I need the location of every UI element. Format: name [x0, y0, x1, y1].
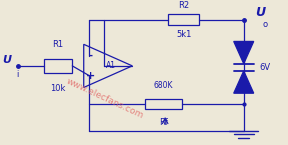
Text: 680K: 680K	[154, 81, 173, 90]
Text: -: -	[89, 51, 93, 61]
Polygon shape	[234, 71, 254, 93]
Text: U: U	[255, 6, 265, 19]
Text: R2: R2	[178, 1, 189, 10]
Text: A1: A1	[106, 61, 116, 70]
Text: R1: R1	[52, 40, 64, 49]
Bar	[145, 99, 182, 109]
Text: i: i	[16, 70, 18, 79]
Text: 10k: 10k	[50, 84, 66, 93]
Text: o: o	[262, 20, 268, 29]
Text: Rf: Rf	[159, 118, 168, 127]
Polygon shape	[234, 41, 254, 64]
Bar	[44, 59, 72, 73]
Bar	[168, 14, 199, 25]
Text: U: U	[2, 55, 11, 65]
Text: 6V: 6V	[259, 63, 270, 72]
Text: 5k1: 5k1	[176, 30, 192, 39]
Text: +: +	[86, 71, 96, 81]
Text: www.elecfans.com: www.elecfans.com	[65, 77, 145, 121]
